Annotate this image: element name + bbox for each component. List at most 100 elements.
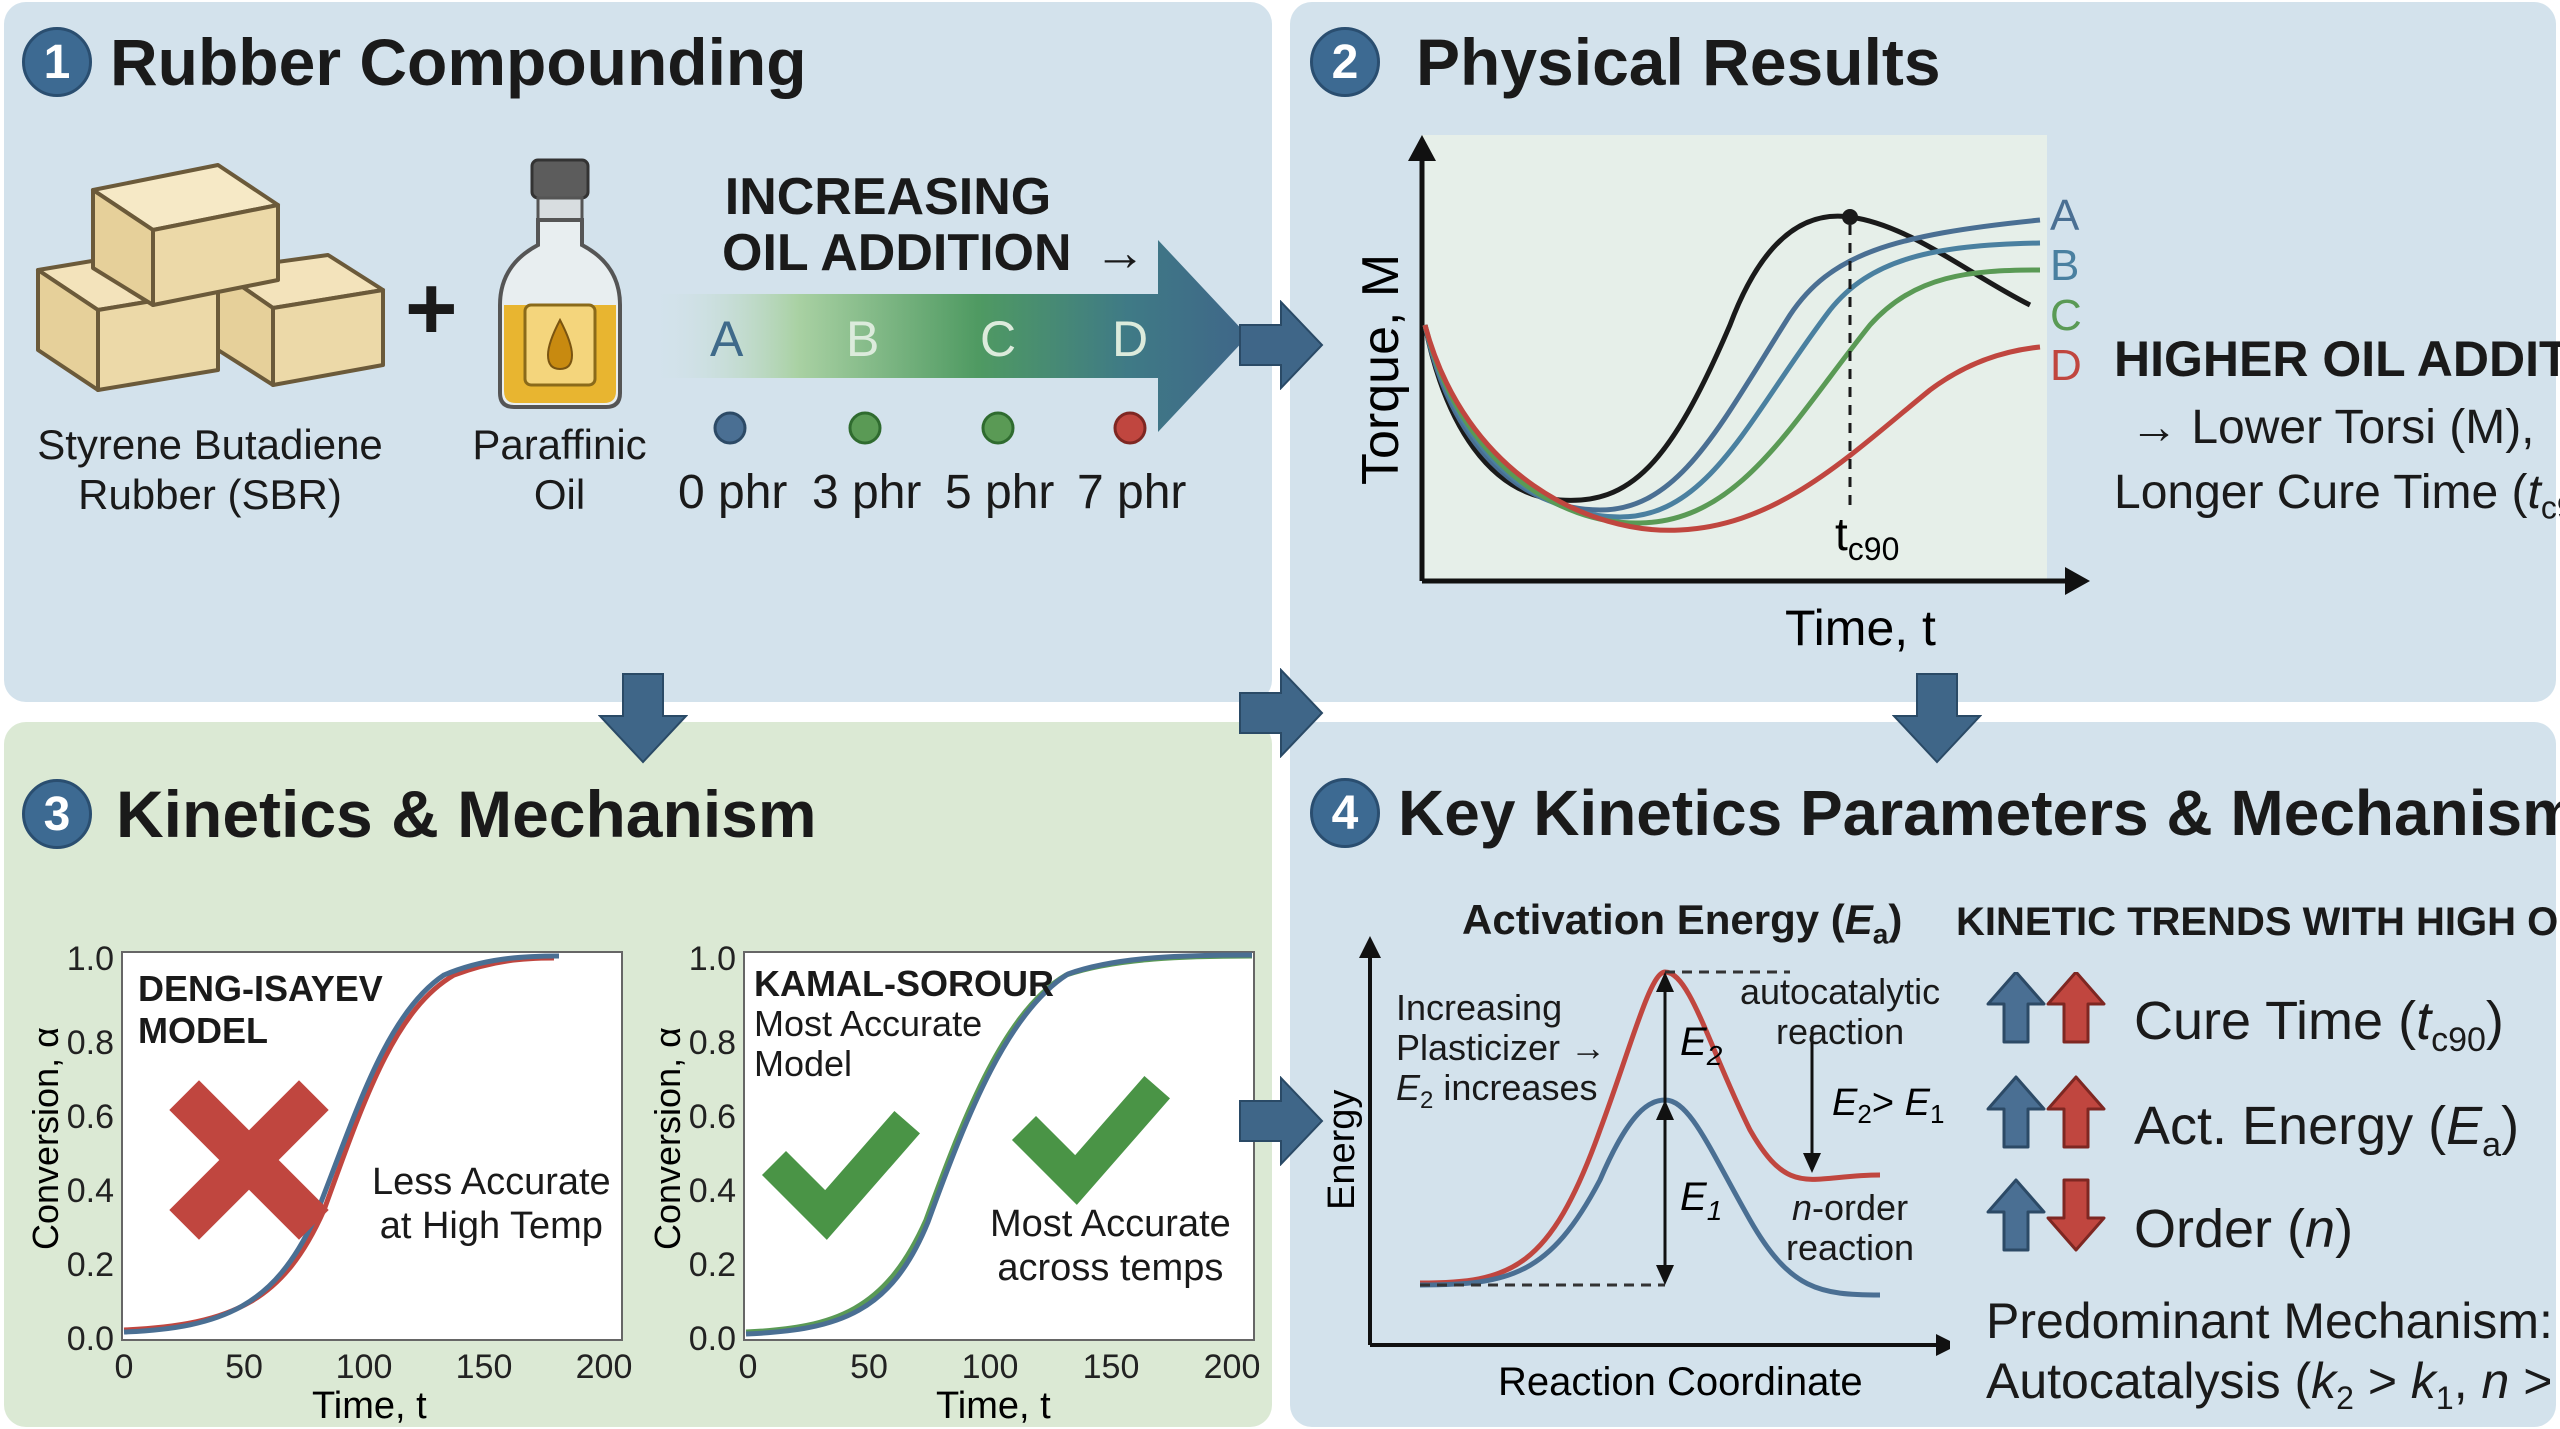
kamal-note: Most Accurate across temps xyxy=(990,1202,1231,1290)
torque-curve-d xyxy=(1422,324,2041,533)
panel1-title: Rubber Compounding xyxy=(110,25,807,99)
kamal-curve-exp xyxy=(745,952,1253,1337)
norder-note: n-order reaction xyxy=(1786,1188,1914,1268)
energy-arrow-e2-down xyxy=(1656,1265,1674,1285)
arrow-title-line1: INCREASING xyxy=(724,168,1052,226)
kamal-xtick-1: 50 xyxy=(850,1348,888,1386)
panel4-title: Key Kinetics Parameters & Mechanism xyxy=(1398,777,2560,849)
sample-letter-c: C xyxy=(980,311,1017,367)
deng-ytick-3: 0.6 xyxy=(67,1098,114,1136)
torque-chart: tc90 A B C D Torque, M Time, t xyxy=(1352,135,2090,656)
trend2-up-arrow-red xyxy=(2046,1075,2106,1149)
panel2-number: 2 xyxy=(1310,27,1380,97)
arrow-title: INCREASING xyxy=(668,168,1088,226)
panel4-number: 4 xyxy=(1310,778,1380,848)
deng-xtick-0: 0 xyxy=(115,1348,134,1386)
panel-key-kinetics xyxy=(1290,722,2556,1427)
deng-xtick-4: 200 xyxy=(576,1348,633,1386)
oil-label: Paraffinic Oil xyxy=(452,420,667,520)
connector-arrow-2-4 xyxy=(1892,673,1982,764)
arrow-title-line2: OIL ADDITION xyxy=(722,224,1072,282)
panel3-header: 3 Kinetics & Mechanism xyxy=(22,776,817,852)
arrow-right-icon: → xyxy=(1094,224,1147,282)
kamal-note-line1: Most Accurate xyxy=(990,1203,1231,1245)
mechanism-line2: Autocatalysis (k2 > k1, n > m) xyxy=(1986,1353,2553,1416)
oil-label-line2: Oil xyxy=(533,471,586,518)
connector-arrow-center xyxy=(1239,668,1324,758)
deng-isayev-chart: 0.0 0.2 0.4 0.6 0.8 1.0 0 50 100 150 200… xyxy=(25,940,633,1425)
autocat-note: autocatalytic reaction xyxy=(1740,972,1940,1052)
deng-note-line1: Less Accurate xyxy=(372,1161,611,1203)
panel1-number: 1 xyxy=(22,27,92,97)
summary-line2: Longer Cure Time (tc90) xyxy=(2114,466,2560,526)
kamal-ytick-3: 0.6 xyxy=(689,1098,736,1136)
legend-d: D xyxy=(2050,341,2082,390)
kamal-x-label: Time, t xyxy=(936,1385,1051,1425)
legend-a: A xyxy=(2050,191,2080,240)
torque-x-arrow xyxy=(2065,567,2090,595)
torque-x-label: Time, t xyxy=(1785,600,1936,656)
kamal-xtick-0: 0 xyxy=(739,1348,758,1386)
sbr-blocks-icon xyxy=(36,163,385,392)
kamal-ytick-2: 0.4 xyxy=(689,1172,736,1210)
kamal-plot-area xyxy=(743,951,1255,1341)
arrow-title-line2-wrap: OIL ADDITION → xyxy=(722,224,1146,282)
deng-title-line2: MODEL xyxy=(138,1010,268,1051)
legend-b: B xyxy=(2050,241,2079,290)
connector-arrow-1-2 xyxy=(1239,300,1324,390)
kamal-xtick-2: 100 xyxy=(962,1348,1019,1386)
energy-arrow-e1-up xyxy=(1656,1100,1674,1120)
energy-x-label: Reaction Coordinate xyxy=(1498,1360,1863,1404)
sample-phr-a: 0 phr xyxy=(678,466,788,519)
mechanism-line1: Predominant Mechanism: xyxy=(1986,1293,2553,1349)
sample-phr-c: 5 phr xyxy=(945,466,1055,519)
sample-letter-b: B xyxy=(846,311,880,367)
e1-label: E1 xyxy=(1680,1175,1722,1226)
deng-xtick-2: 100 xyxy=(336,1348,393,1386)
tc90-marker xyxy=(1842,209,1858,225)
sample-letter-d: D xyxy=(1112,311,1149,367)
plasticizer-note-line3: E2 increases xyxy=(1396,1067,1598,1115)
e2-gt-e1-label: E2> E1 xyxy=(1832,1082,1944,1129)
energy-diagram: E2 E1 E2> E1 Energy Reaction Coordinate xyxy=(1321,936,1950,1404)
check-icon-right xyxy=(1011,1076,1170,1205)
sample-dot-d xyxy=(1113,411,1147,445)
deng-ytick-1: 0.2 xyxy=(67,1246,114,1284)
rubber-label-line2: Rubber (SBR) xyxy=(78,471,342,518)
energy-curve-e2 xyxy=(1419,969,1881,1286)
deng-ytick-5: 1.0 xyxy=(67,940,114,978)
kamal-yticks: 0.0 0.2 0.4 0.6 0.8 1.0 xyxy=(689,940,736,1358)
deng-x-label: Time, t xyxy=(312,1385,427,1425)
rubber-label-line1: Styrene Butadiene xyxy=(37,421,383,468)
torque-y-arrow xyxy=(1408,135,1436,161)
kamal-subtitle-line1: Most Accurate xyxy=(754,1003,983,1044)
deng-note: Less Accurate at High Temp xyxy=(372,1160,611,1248)
sample-dot-b xyxy=(848,411,882,445)
tc90-label: tc90 xyxy=(1835,508,1899,567)
e2-label: E2 xyxy=(1680,1020,1723,1071)
deng-title-line1: DENG-ISAYEV xyxy=(138,968,383,1009)
energy-title: Activation Energy (Ea) xyxy=(1462,896,1903,950)
trends-title: KINETIC TRENDS WITH HIGH OIL xyxy=(1956,900,2560,944)
energy-arrow-e2-up xyxy=(1656,972,1674,992)
energy-y-label: Energy xyxy=(1321,1090,1363,1210)
torque-curve-c xyxy=(1422,267,2041,526)
sample-phr-d: 7 phr xyxy=(1077,466,1187,519)
sample-dot-c xyxy=(981,411,1015,445)
trend1-up-arrow-blue xyxy=(1986,972,2046,1044)
plus-sign: + xyxy=(405,259,458,359)
trend2-up-arrow-blue xyxy=(1986,1075,2046,1149)
connector-arrow-1-3 xyxy=(598,673,688,764)
deng-ytick-2: 0.4 xyxy=(67,1172,114,1210)
panel2-title: Physical Results xyxy=(1416,25,1941,99)
autocat-note-line2: reaction xyxy=(1776,1011,1905,1052)
deng-ytick-4: 0.8 xyxy=(67,1024,114,1062)
panel4-header: 4 Key Kinetics Parameters & Mechanism xyxy=(1310,776,2560,850)
rubber-label: Styrene Butadiene Rubber (SBR) xyxy=(30,420,390,520)
legend-c: C xyxy=(2050,291,2082,340)
autocat-note-line1: autocatalytic xyxy=(1740,971,1941,1012)
deng-xtick-1: 50 xyxy=(225,1348,263,1386)
sample-dots xyxy=(713,411,1147,445)
trend1-up-arrow-red xyxy=(2046,972,2106,1044)
